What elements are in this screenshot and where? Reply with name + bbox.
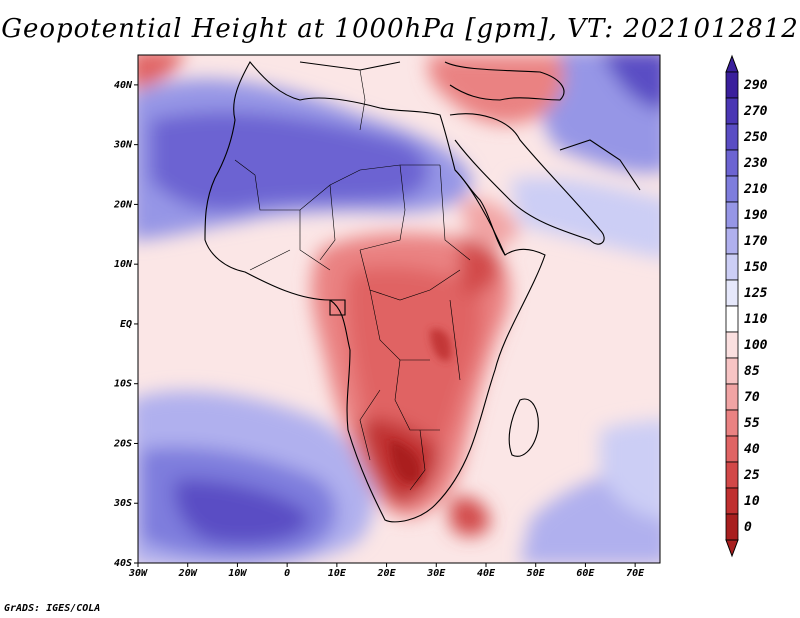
contour-field [138, 55, 660, 563]
lat-tick-label: 30S [113, 498, 132, 509]
colorbar-top-arrow [725, 54, 739, 73]
lat-tick-label: 40N [114, 80, 133, 91]
colorbar-segment [725, 383, 739, 411]
colorbar-label: 100 [744, 338, 768, 353]
colorbar-label: 125 [744, 286, 768, 301]
axis-ticks: 30W 20W 10W 0 10E 20E 30E 40E 50E 60E 70E 40N 30N 20N… [113, 80, 645, 579]
colorbar-label: 150 [744, 260, 768, 275]
colorbar-label: 40 [744, 442, 760, 457]
colorbar-label: 110 [744, 312, 768, 327]
colorbar-segment [725, 409, 739, 437]
colorbar-segment [725, 97, 739, 125]
colorbar-segment [725, 331, 739, 359]
lat-tick-label: 10N [114, 259, 133, 270]
colorbar-label: 190 [744, 208, 768, 223]
colorbar-label: 85 [744, 364, 760, 379]
lat-tick-label: 20N [113, 199, 133, 210]
lon-tick-label: 20E [377, 568, 397, 579]
lat-tick-label: 20S [113, 438, 132, 449]
colorbar-label: 250 [743, 130, 768, 145]
colorbar-label: 0 [744, 520, 752, 535]
colorbar-label: 25 [743, 468, 760, 483]
colorbar-label: 210 [743, 182, 768, 197]
colorbar-segment [725, 123, 739, 151]
colorbar-segment [725, 253, 739, 281]
colorbar: 2902702502302101901701501251101008570554… [725, 54, 768, 558]
colorbar-segment [725, 149, 739, 177]
colorbar-label: 290 [743, 78, 768, 93]
colorbar-label: 55 [744, 416, 760, 431]
colorbar-segment [725, 461, 739, 489]
chart-title: Geopotential Height at 1000hPa [gpm], VT… [1, 14, 799, 44]
colorbar-bottom-arrow [725, 539, 739, 558]
colorbar-label: 170 [744, 234, 768, 249]
lon-tick-label: 0 [284, 568, 290, 579]
map-frame [137, 54, 661, 564]
grads-credit: GrADS: IGES/COLA [4, 603, 101, 614]
country-borders [234, 69, 471, 491]
colorbar-segment [725, 201, 739, 229]
colorbar-segment [725, 513, 739, 541]
colorbar-label: 10 [744, 494, 760, 509]
colorbar-segment [725, 305, 739, 333]
lon-tick-label: 50E [527, 568, 546, 579]
lon-tick-label: 30E [426, 568, 446, 579]
colorbar-segment [725, 227, 739, 255]
colorbar-segment [725, 279, 739, 307]
lon-tick-label: 30W [128, 568, 148, 579]
colorbar-segment [725, 487, 739, 515]
colorbar-segment [725, 175, 739, 203]
lat-tick-label: EQ [120, 319, 132, 330]
colorbar-segment [725, 71, 739, 99]
lat-tick-label: 40S [114, 558, 132, 569]
lon-tick-label: 10W [228, 568, 247, 579]
colorbar-label: 230 [743, 156, 768, 171]
colorbar-label: 70 [744, 390, 760, 405]
lon-tick-label: 70E [626, 568, 645, 579]
lon-tick-label: 40E [477, 568, 496, 579]
colorbar-label: 270 [743, 104, 768, 119]
lon-tick-label: 10E [328, 568, 347, 579]
lat-tick-label: 10S [114, 379, 132, 390]
lon-tick-label: 20W [178, 568, 198, 579]
lon-tick-label: 60E [576, 568, 595, 579]
colorbar-segment [725, 357, 739, 385]
colorbar-segment [725, 435, 739, 463]
lat-tick-label: 30N [113, 140, 133, 151]
